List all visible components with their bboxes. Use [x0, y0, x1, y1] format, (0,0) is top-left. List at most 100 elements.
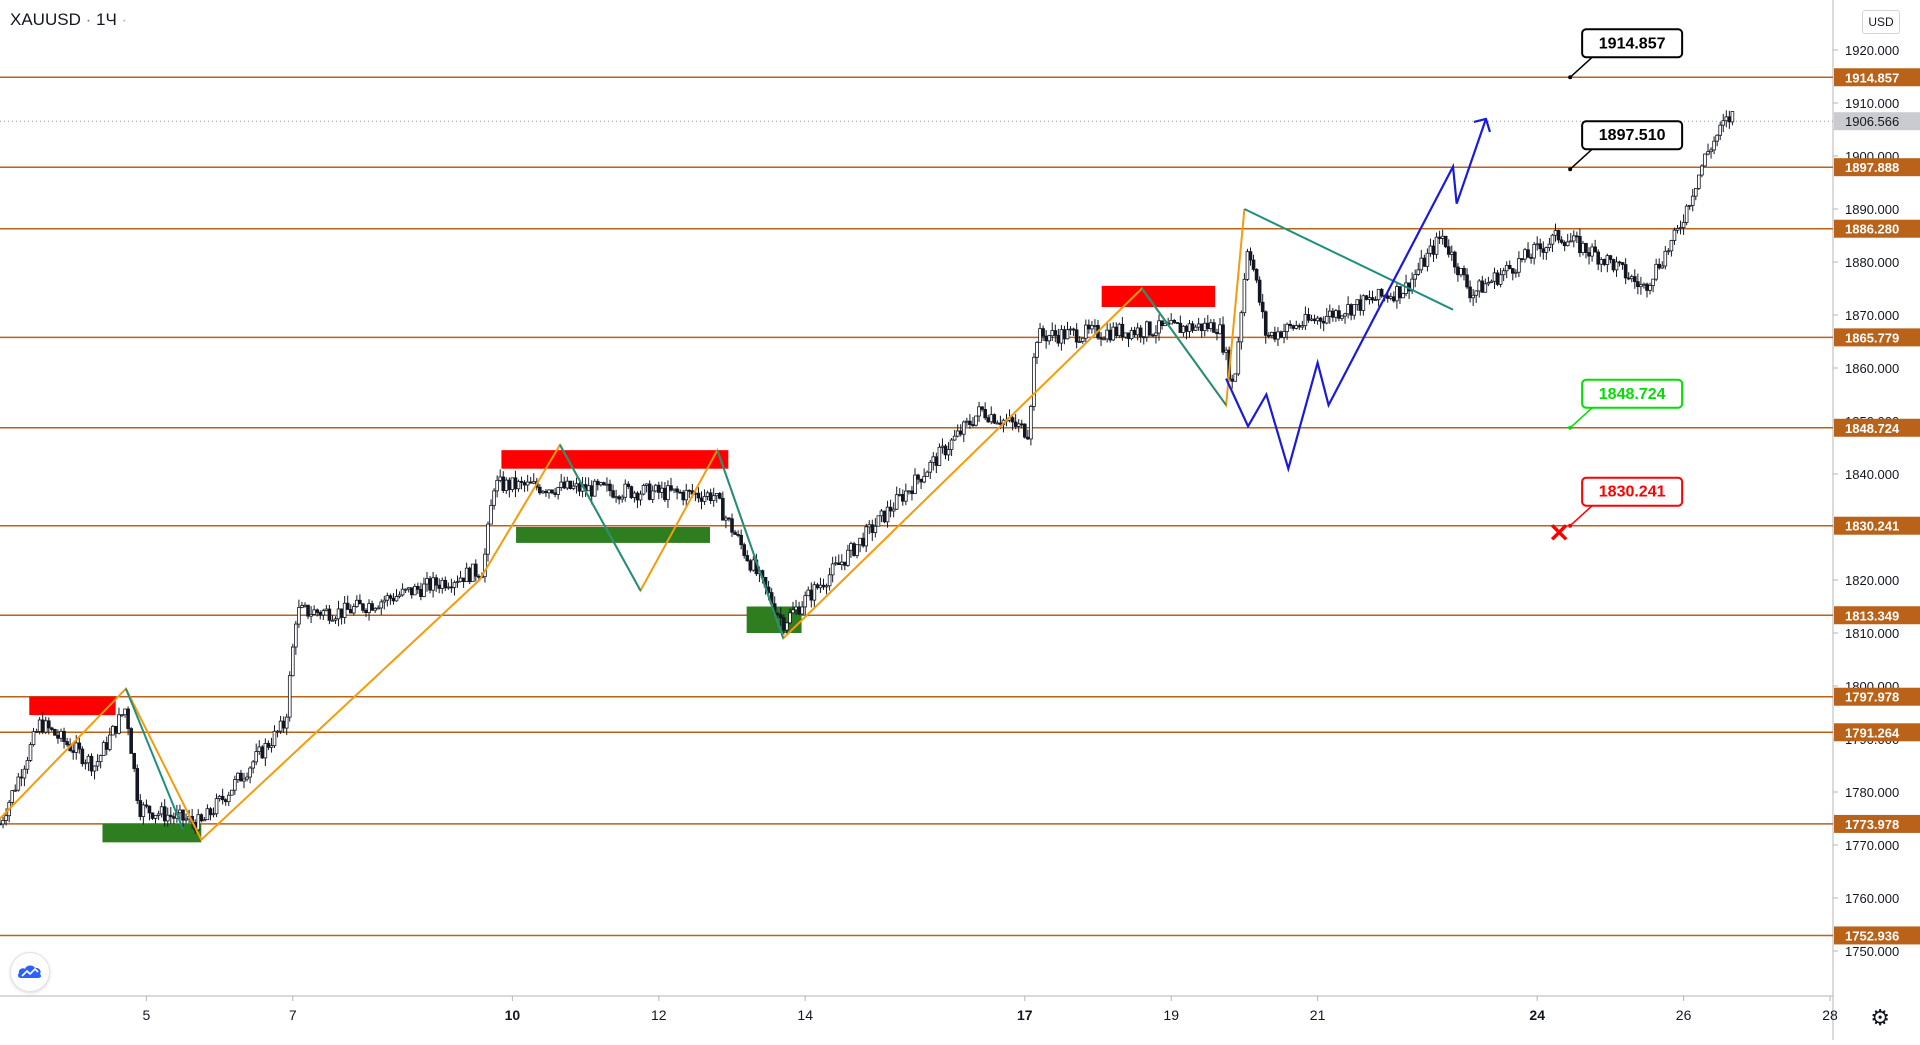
candle	[1614, 261, 1619, 271]
candle	[1263, 311, 1268, 336]
candle	[111, 725, 115, 736]
candle	[1642, 283, 1646, 286]
candle	[248, 767, 252, 778]
candle	[327, 608, 332, 621]
candle	[882, 510, 887, 523]
candle	[1541, 248, 1546, 253]
candle	[1169, 319, 1174, 325]
candle	[1013, 421, 1018, 427]
candle	[718, 493, 722, 499]
callout-label: 1848.724	[1599, 386, 1666, 403]
candle	[620, 496, 624, 500]
candle	[1599, 258, 1604, 265]
candle	[1453, 251, 1457, 268]
price-tick-label: 1870.000	[1845, 308, 1899, 323]
tradingview-cloud-icon[interactable]	[10, 952, 50, 992]
candle	[367, 603, 371, 614]
candle	[495, 479, 499, 492]
time-axis: 5 7 10 12 14 17 19 21 24 26 28	[143, 996, 1838, 1023]
candle	[1236, 341, 1241, 375]
candle	[541, 490, 545, 494]
candle	[1248, 251, 1253, 261]
candle	[89, 755, 94, 772]
price-tick-label: 1820.000	[1845, 573, 1899, 588]
candle	[986, 417, 990, 423]
candle	[1129, 329, 1134, 340]
candle	[1535, 243, 1540, 246]
candle	[318, 612, 323, 616]
candle	[1425, 252, 1430, 267]
candle	[1706, 151, 1710, 155]
candle	[1343, 313, 1347, 317]
candle	[1367, 297, 1372, 300]
price-tick-label: 1770.000	[1845, 838, 1899, 853]
candle	[120, 714, 124, 717]
candle	[1690, 195, 1695, 206]
candle	[1694, 188, 1698, 197]
candle	[1626, 277, 1631, 280]
candle	[53, 729, 57, 736]
currency-selector[interactable]: USD	[1862, 10, 1900, 34]
candle	[196, 814, 201, 831]
candle	[431, 577, 435, 591]
candle	[1318, 317, 1323, 322]
gear-icon[interactable]: ⚙	[1870, 1005, 1890, 1030]
candle	[745, 555, 750, 562]
level-price-tag	[1834, 328, 1920, 347]
candle	[669, 485, 673, 491]
callout-anchor	[1568, 523, 1573, 528]
candle	[251, 761, 255, 769]
candle	[901, 493, 905, 502]
candle	[1145, 321, 1149, 338]
candle	[840, 561, 844, 566]
candle	[943, 445, 948, 456]
candle	[736, 534, 740, 536]
candle	[1276, 331, 1280, 340]
red-zone	[501, 450, 729, 469]
candle	[1010, 417, 1015, 423]
candle	[931, 456, 936, 463]
candle	[1080, 337, 1085, 342]
candle	[1352, 304, 1357, 316]
time-tick-label: 10	[505, 1007, 521, 1023]
candle	[132, 753, 137, 769]
candle	[1334, 310, 1338, 318]
candle	[1077, 341, 1082, 343]
candle	[812, 584, 817, 601]
price-tick-label: 1880.000	[1845, 255, 1899, 270]
candle	[1346, 304, 1350, 315]
level-price-tag	[1834, 158, 1920, 177]
candle	[1681, 222, 1686, 228]
candle	[1376, 288, 1381, 300]
supply-demand-zones	[29, 285, 1216, 843]
candle	[775, 613, 780, 616]
candle	[1507, 265, 1512, 269]
candle	[1074, 329, 1079, 343]
candle	[962, 421, 966, 435]
candle	[4, 815, 8, 821]
candle	[1593, 246, 1597, 253]
candle	[1669, 240, 1674, 252]
candle	[83, 762, 88, 765]
candle	[971, 424, 975, 426]
candle	[913, 474, 917, 494]
candle	[1501, 270, 1506, 276]
candle	[1633, 276, 1637, 283]
candle	[397, 594, 402, 597]
candle	[37, 719, 42, 732]
candle	[751, 559, 756, 571]
last-price-tag	[1834, 112, 1920, 131]
candle	[1553, 230, 1558, 236]
candle	[101, 742, 106, 757]
candle	[1468, 286, 1472, 299]
candle	[382, 599, 387, 603]
candle	[635, 492, 640, 501]
candle	[888, 506, 893, 512]
candle	[894, 494, 899, 510]
candle	[809, 589, 814, 601]
symbol-header[interactable]: XAUUSD · 1Ч ·	[10, 10, 127, 30]
candle	[724, 517, 728, 521]
candle	[849, 543, 853, 551]
